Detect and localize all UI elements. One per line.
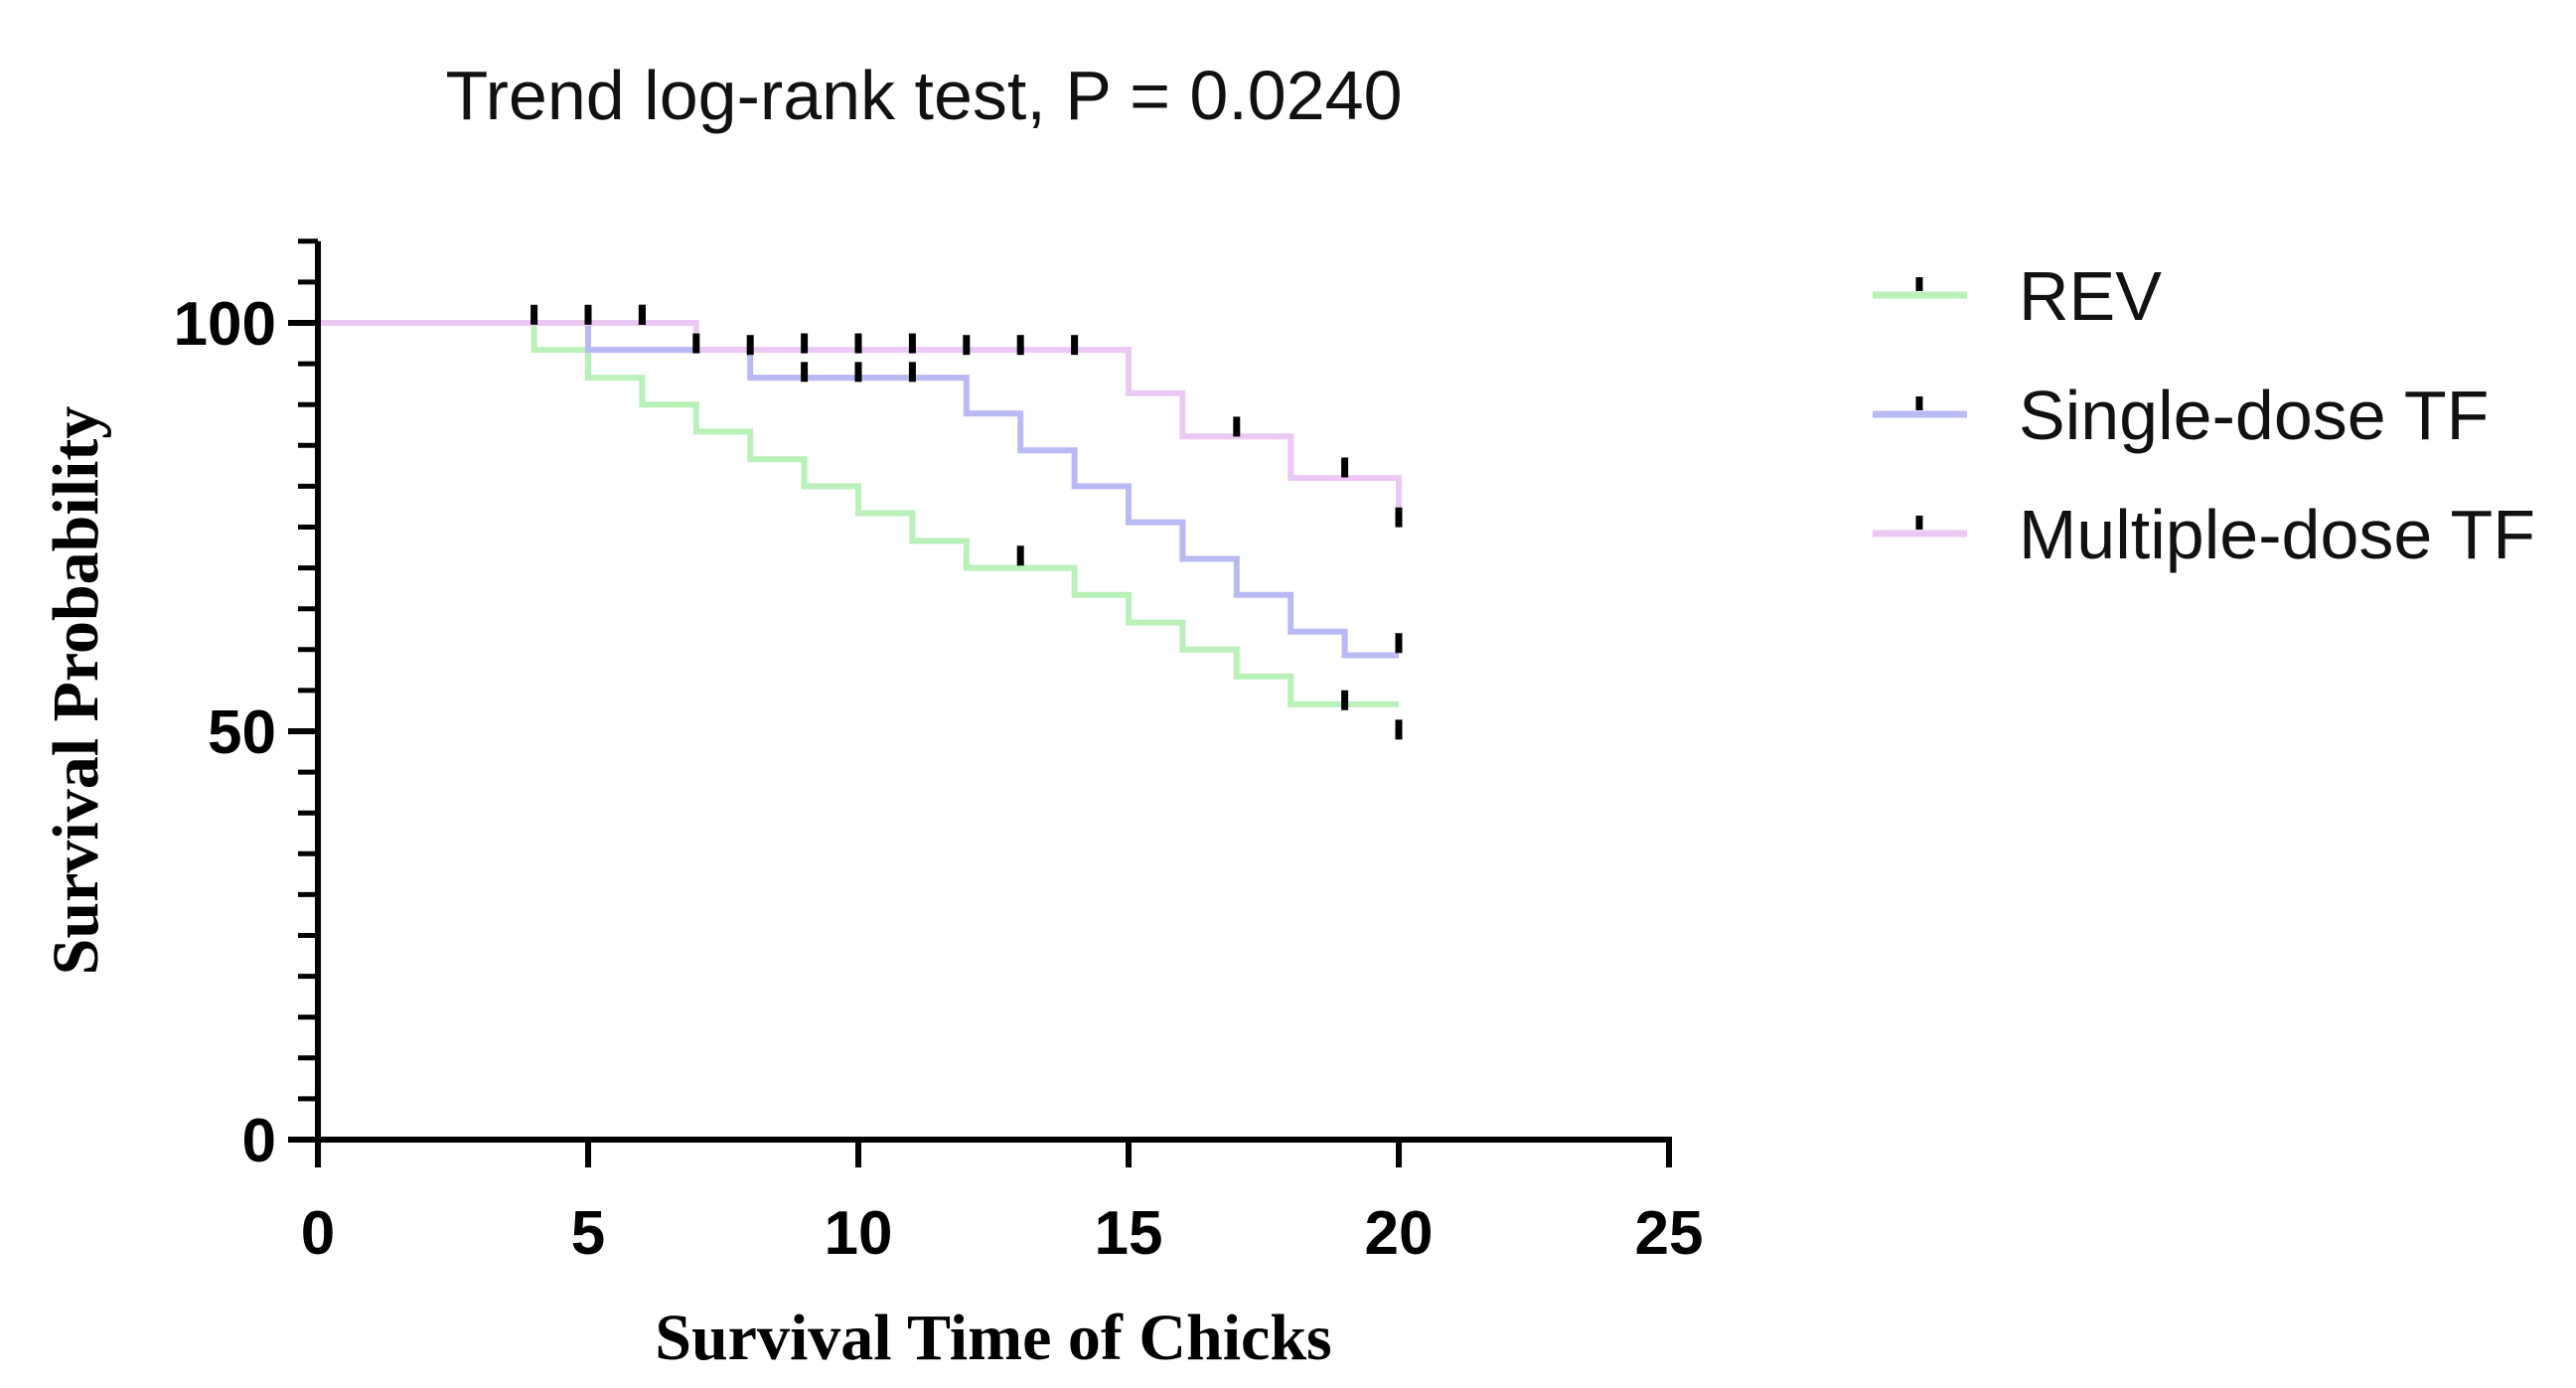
x-tick-label: 0 bbox=[301, 1199, 335, 1268]
x-tick-label: 15 bbox=[1095, 1199, 1163, 1268]
x-tick-label: 20 bbox=[1365, 1199, 1434, 1268]
y-tick-label: 50 bbox=[208, 698, 276, 767]
legend-label-1: Single-dose TF bbox=[2019, 377, 2489, 454]
plot-area bbox=[318, 304, 1403, 740]
legend: REV Single-dose TF Multiple-dose TF bbox=[1873, 257, 2535, 573]
series-line-1 bbox=[318, 320, 1399, 659]
legend-label-0: REV bbox=[2019, 257, 2162, 335]
x-tick-label: 25 bbox=[1635, 1199, 1704, 1268]
legend-label-2: Multiple-dose TF bbox=[2019, 496, 2535, 573]
x-axis-title: Survival Time of Chicks bbox=[655, 1302, 1332, 1374]
y-tick-label: 0 bbox=[242, 1107, 276, 1175]
chart-title: Trend log-rank test, P = 0.0240 bbox=[445, 57, 1402, 134]
series-line-0 bbox=[318, 320, 1399, 707]
y-axis-title: Survival Probability bbox=[40, 406, 112, 976]
x-tick-label: 5 bbox=[571, 1199, 605, 1268]
axes: 0 50 100 0 5 10 15 20 25 bbox=[174, 238, 1704, 1268]
y-tick-label: 100 bbox=[174, 290, 276, 359]
x-tick-label: 10 bbox=[825, 1199, 893, 1268]
